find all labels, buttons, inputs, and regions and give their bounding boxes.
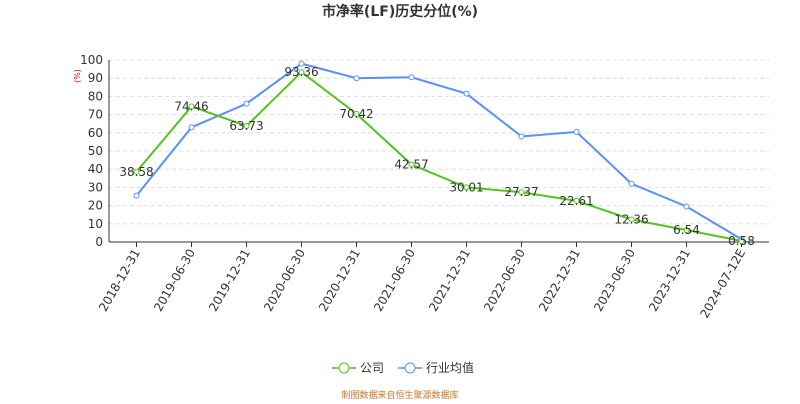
chart-title: 市净率(LF)历史分位(%) [322, 3, 478, 20]
x-tick-label: 2019-12-31 [206, 247, 253, 314]
data-label: 93.36 [284, 65, 318, 79]
x-tick-label: 2019-06-30 [151, 247, 198, 314]
data-point [683, 203, 690, 210]
data-label: 70.42 [339, 107, 373, 121]
data-point [738, 237, 745, 244]
data-label: 74.46 [174, 99, 208, 113]
y-tick-label: 70 [88, 108, 103, 122]
legend-marker [338, 362, 350, 374]
y-tick-label: 90 [88, 71, 103, 85]
data-point [683, 227, 690, 234]
y-tick-label: 20 [88, 199, 103, 213]
data-point [573, 197, 580, 204]
legend-marker [404, 362, 416, 374]
x-tick-label: 2020-06-30 [261, 247, 308, 314]
data-label: 12.36 [614, 213, 648, 227]
data-label: 63.73 [229, 119, 263, 133]
x-tick-label: 2022-06-30 [481, 247, 528, 314]
x-tick-label: 2024-07-12E [697, 247, 748, 321]
data-point [353, 75, 360, 82]
data-label: 30.01 [449, 180, 483, 194]
data-point [188, 124, 195, 131]
data-point [408, 161, 415, 168]
data-label: 6.54 [673, 223, 700, 237]
data-label: 27.37 [504, 185, 538, 199]
x-tick-label: 2018-12-31 [96, 247, 143, 314]
y-tick-label: 100 [80, 53, 103, 67]
data-point [243, 123, 250, 130]
data-point [298, 69, 305, 76]
data-point [408, 74, 415, 81]
data-point [463, 90, 470, 97]
y-tick-label: 10 [88, 217, 103, 231]
y-tick-label: 40 [88, 162, 103, 176]
y-tick-label: 60 [88, 126, 103, 140]
data-point [518, 133, 525, 140]
x-tick-label: 2021-06-30 [371, 247, 418, 314]
x-tick-label: 2021-12-31 [426, 247, 473, 314]
data-label: 42.57 [394, 158, 428, 172]
y-tick-label: 50 [88, 144, 103, 158]
legend-label: 行业均值 [426, 360, 474, 375]
data-point [298, 60, 305, 67]
data-point [518, 189, 525, 196]
x-tick-label: 2020-12-31 [316, 247, 363, 314]
x-tick-label: 2023-12-31 [646, 247, 693, 314]
data-point [628, 180, 635, 187]
data-point [188, 103, 195, 110]
y-axis-label: (%) [73, 69, 82, 83]
data-label: 0.58 [728, 234, 755, 248]
data-point [628, 216, 635, 223]
data-point [463, 184, 470, 191]
data-point [353, 110, 360, 117]
data-point [133, 168, 140, 175]
series-line [135, 70, 742, 242]
y-tick-label: 30 [88, 180, 103, 194]
data-label: 38.58 [119, 165, 153, 179]
series-line [135, 62, 743, 241]
legend-label: 公司 [360, 361, 384, 375]
data-point [133, 192, 140, 199]
y-tick-label: 0 [95, 235, 103, 249]
x-tick-label: 2023-06-30 [591, 247, 638, 314]
y-tick-label: 80 [88, 89, 103, 103]
data-point [243, 100, 250, 107]
data-label: 22.61 [559, 194, 593, 208]
data-point [573, 128, 580, 135]
x-tick-label: 2022-12-31 [536, 247, 583, 314]
source-note: 制图数据来自恒生聚源数据库 [341, 389, 458, 400]
